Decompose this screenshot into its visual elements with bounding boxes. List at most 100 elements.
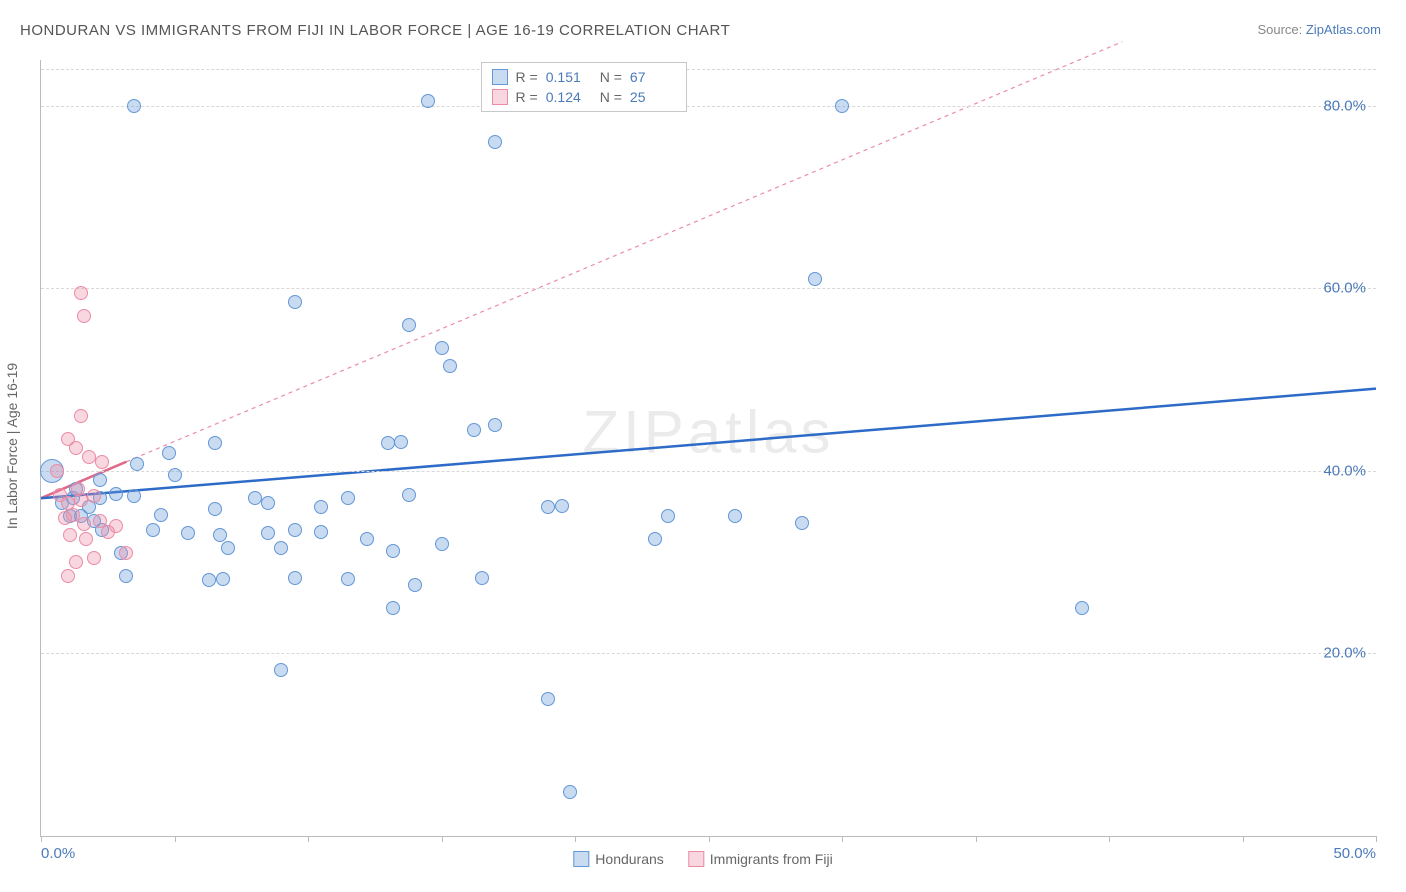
- x-tick: [308, 836, 309, 842]
- x-tick: [575, 836, 576, 842]
- y-tick-label: 20.0%: [1323, 645, 1366, 662]
- scatter-point: [795, 516, 809, 530]
- scatter-point: [95, 455, 109, 469]
- scatter-point: [119, 569, 133, 583]
- scatter-point: [488, 135, 502, 149]
- scatter-point: [381, 436, 395, 450]
- scatter-point: [341, 572, 355, 586]
- x-tick-label: 0.0%: [41, 845, 75, 862]
- scatter-point: [341, 491, 355, 505]
- scatter-point: [221, 541, 235, 555]
- scatter-point: [435, 341, 449, 355]
- scatter-point: [541, 500, 555, 514]
- scatter-point: [87, 489, 101, 503]
- y-axis-label: In Labor Force | Age 16-19: [4, 363, 20, 529]
- x-tick: [976, 836, 977, 842]
- scatter-point: [421, 94, 435, 108]
- scatter-point: [61, 569, 75, 583]
- y-tick-label: 60.0%: [1323, 280, 1366, 297]
- x-tick: [41, 836, 42, 842]
- scatter-point: [402, 318, 416, 332]
- scatter-point: [87, 551, 101, 565]
- r-value: 0.124: [546, 89, 592, 105]
- scatter-point: [288, 571, 302, 585]
- scatter-point: [130, 457, 144, 471]
- scatter-point: [808, 272, 822, 286]
- scatter-point: [93, 473, 107, 487]
- r-label: R =: [516, 69, 538, 85]
- scatter-point: [216, 572, 230, 586]
- scatter-point: [648, 532, 662, 546]
- scatter-point: [835, 99, 849, 113]
- scatter-point: [435, 537, 449, 551]
- legend-item-fiji: Immigrants from Fiji: [688, 851, 833, 867]
- x-tick: [175, 836, 176, 842]
- scatter-point: [728, 509, 742, 523]
- scatter-point: [467, 423, 481, 437]
- scatter-point: [69, 555, 83, 569]
- trend-line: [41, 389, 1376, 499]
- scatter-point: [475, 571, 489, 585]
- y-tick-label: 80.0%: [1323, 97, 1366, 114]
- legend-item-hondurans: Hondurans: [573, 851, 664, 867]
- legend-swatch: [492, 69, 508, 85]
- scatter-point: [274, 541, 288, 555]
- scatter-point: [82, 450, 96, 464]
- n-label: N =: [600, 69, 622, 85]
- grid-line: [41, 69, 1376, 70]
- grid-line: [41, 106, 1376, 107]
- scatter-point: [402, 488, 416, 502]
- scatter-point: [202, 573, 216, 587]
- scatter-point: [50, 464, 64, 478]
- legend-stats: R =0.151N =67R =0.124N =25: [481, 62, 687, 112]
- legend-bottom: Hondurans Immigrants from Fiji: [573, 851, 832, 867]
- scatter-point: [127, 489, 141, 503]
- x-tick-label: 50.0%: [1333, 845, 1376, 862]
- legend-swatch-hondurans: [573, 851, 589, 867]
- x-tick: [442, 836, 443, 842]
- x-tick: [842, 836, 843, 842]
- source-label: Source:: [1257, 22, 1305, 37]
- scatter-point: [77, 517, 91, 531]
- scatter-point: [63, 528, 77, 542]
- legend-label-fiji: Immigrants from Fiji: [710, 851, 833, 867]
- x-tick: [709, 836, 710, 842]
- scatter-point: [261, 526, 275, 540]
- scatter-point: [443, 359, 457, 373]
- scatter-point: [386, 601, 400, 615]
- scatter-point: [109, 487, 123, 501]
- scatter-point: [101, 525, 115, 539]
- scatter-point: [394, 435, 408, 449]
- legend-stats-row: R =0.124N =25: [492, 87, 676, 107]
- legend-swatch: [492, 89, 508, 105]
- scatter-point: [168, 468, 182, 482]
- scatter-point: [213, 528, 227, 542]
- scatter-point: [154, 508, 168, 522]
- scatter-point: [314, 500, 328, 514]
- legend-stats-row: R = 0.151 N = 67: [492, 67, 676, 87]
- scatter-point: [563, 785, 577, 799]
- scatter-point: [386, 544, 400, 558]
- grid-line: [41, 471, 1376, 472]
- n-value: 67: [630, 69, 676, 85]
- x-tick: [1376, 836, 1377, 842]
- scatter-point: [127, 99, 141, 113]
- scatter-point: [274, 663, 288, 677]
- scatter-point: [74, 493, 88, 507]
- scatter-point: [314, 525, 328, 539]
- scatter-point: [74, 409, 88, 423]
- grid-line: [41, 653, 1376, 654]
- x-tick: [1243, 836, 1244, 842]
- scatter-point: [661, 509, 675, 523]
- chart-title: HONDURAN VS IMMIGRANTS FROM FIJI IN LABO…: [20, 22, 730, 39]
- scatter-point: [208, 502, 222, 516]
- scatter-point: [181, 526, 195, 540]
- scatter-point: [1075, 601, 1089, 615]
- r-value: 0.151: [546, 69, 592, 85]
- scatter-point: [408, 578, 422, 592]
- scatter-point: [288, 523, 302, 537]
- n-label: N =: [600, 89, 622, 105]
- source-value[interactable]: ZipAtlas.com: [1306, 22, 1381, 37]
- scatter-point: [261, 496, 275, 510]
- scatter-point: [146, 523, 160, 537]
